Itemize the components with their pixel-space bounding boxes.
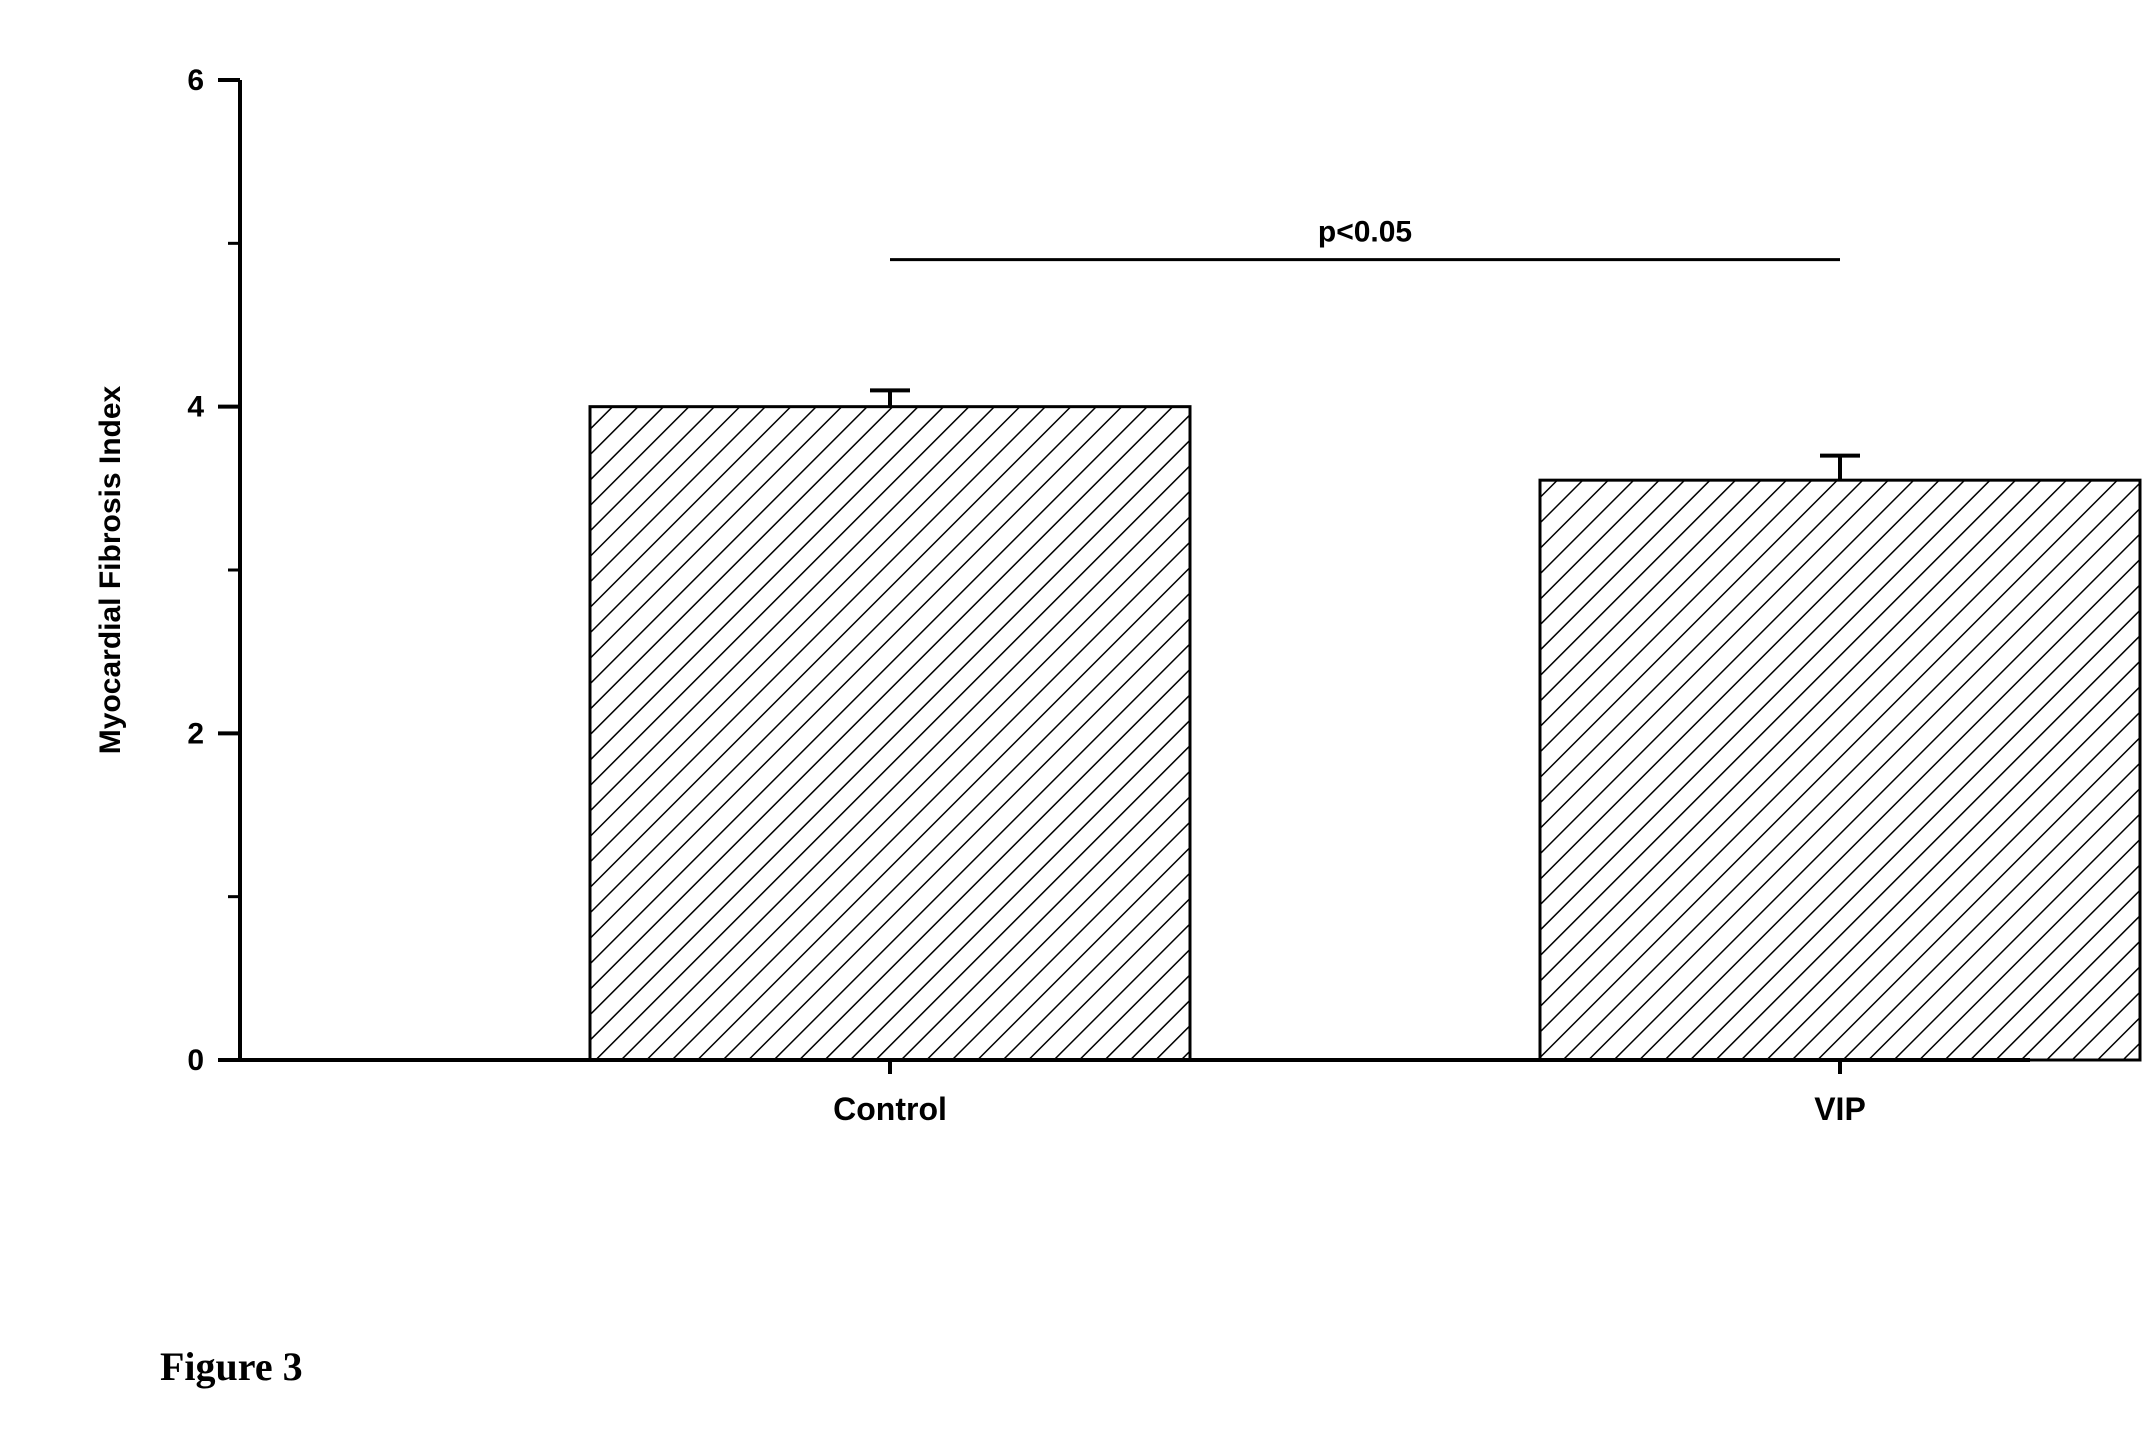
chart-wrap: Control VIP 0 2 4 6 Myocardial Fibrosis Index p… <box>0 0 2149 1451</box>
significance-label: p<0.05 <box>1318 216 1412 249</box>
y-tick-label: 0 <box>187 1044 204 1077</box>
x-tick-label: VIP <box>1814 1091 1866 1127</box>
x-tick-label: Control <box>833 1091 947 1127</box>
y-axis-label: Myocardial Fibrosis Index <box>94 385 127 754</box>
bar <box>1540 480 2140 1060</box>
bar-chart: Control VIP 0 2 4 6 Myocardial Fibrosis Index p… <box>0 0 2149 1451</box>
y-tick-label: 2 <box>187 717 204 750</box>
y-tick-label: 4 <box>187 391 204 424</box>
y-tick-label: 6 <box>187 64 204 97</box>
figure-caption: Figure 3 <box>160 1344 303 1389</box>
bar <box>590 407 1190 1060</box>
